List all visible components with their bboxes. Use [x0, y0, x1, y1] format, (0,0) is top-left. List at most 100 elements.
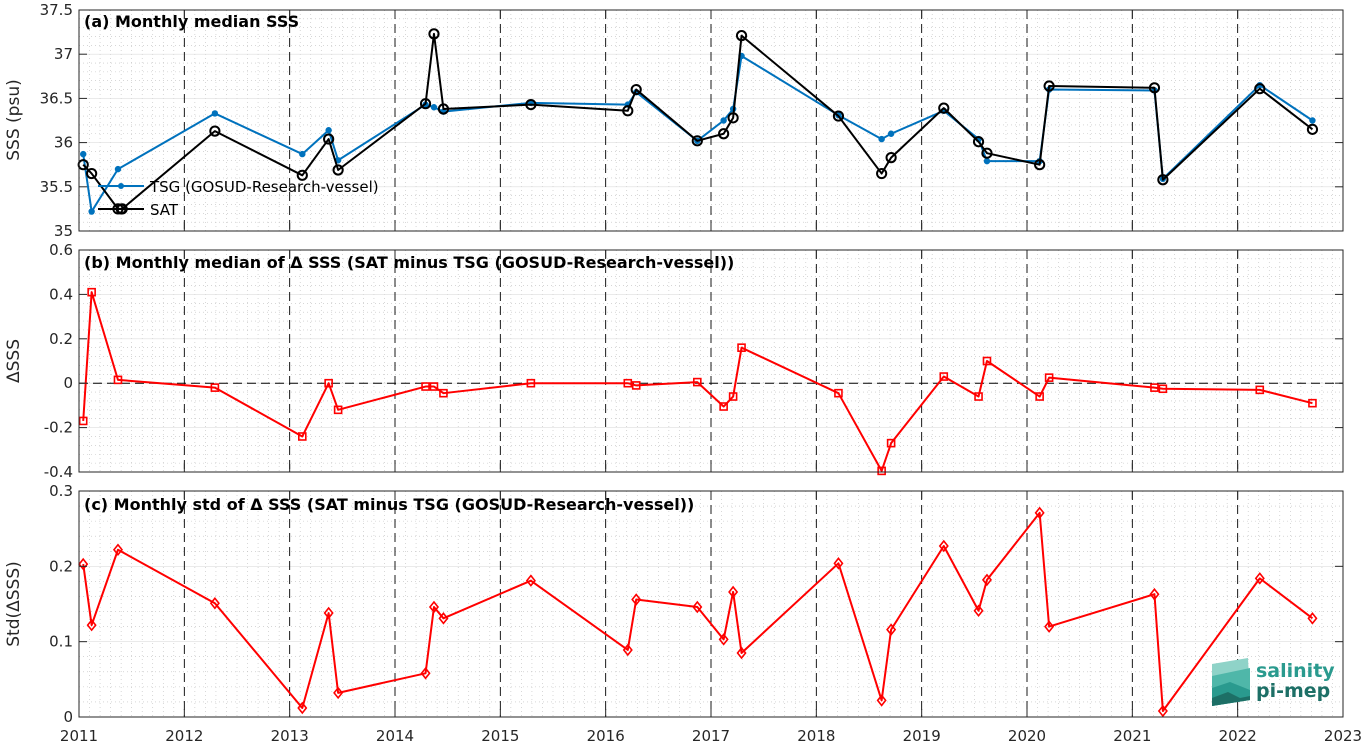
data-point-sat [972, 136, 985, 148]
data-point-std [112, 543, 123, 557]
data-point-sat [1148, 82, 1161, 94]
data-point-tsg [325, 127, 332, 134]
series-line-c0 [82, 511, 1314, 712]
panel-b-ylabel: ΔSSS [4, 339, 24, 383]
data-point-sat [209, 125, 221, 137]
data-point-std [1254, 572, 1265, 585]
data-point-delta [939, 372, 949, 381]
logo-text-pimep: pi-mep [1256, 680, 1330, 702]
y-tick-label-b: 0.4 [49, 285, 73, 303]
data-point-delta [974, 392, 983, 401]
data-point-sat [332, 164, 344, 176]
data-point-delta [1044, 373, 1054, 382]
data-point-tsg [1309, 117, 1316, 124]
x-tick-label: 2012 [165, 727, 203, 745]
data-point-delta [737, 343, 746, 352]
logo-text-salinity: salinity [1256, 660, 1335, 682]
panel-b: -0.4 -0.2 0 0.2 0.4 0.6 (b) Monthly median of… [4, 241, 1344, 481]
y-tick-label-b: 0.2 [49, 330, 73, 348]
data-point-delta [623, 378, 633, 388]
data-point-delta [333, 405, 343, 415]
data-point-sat [691, 135, 703, 147]
y-tick-label-c: 0.3 [49, 482, 73, 500]
data-point-delta [429, 382, 439, 391]
data-point-sat [1157, 174, 1169, 186]
legend-label-sat: SAT [150, 201, 179, 219]
data-point-tsg [878, 135, 885, 143]
data-point-std [718, 633, 729, 646]
x-tick-label: 2018 [797, 727, 835, 745]
data-point-std [876, 694, 887, 707]
panel-c-ylabel: Std(ΔSSS) [4, 561, 24, 647]
data-point-sat [727, 112, 739, 124]
data-point-sat [938, 102, 950, 114]
x-tick-label: 2016 [587, 727, 625, 745]
panel-a: 35 35.5 36 36.5 37 37.5 (a) Monthly median SS… [4, 1, 1344, 240]
data-point-tsg [80, 150, 87, 158]
y-tick-label-a: 35.5 [40, 178, 73, 196]
data-point-std [297, 701, 308, 715]
data-point-delta [1255, 385, 1265, 395]
panel-c-title: (c) Monthly std of Δ SSS (SAT minus TSG … [84, 495, 694, 514]
data-point-std [209, 596, 220, 610]
x-tick-label: 2021 [1113, 727, 1151, 745]
data-point-delta [719, 402, 728, 411]
y-tick-label-b: 0 [63, 374, 73, 392]
salinity-pi-mep-logo: salinity pi-mep [1212, 658, 1335, 706]
y-tick-label-c: 0.2 [49, 557, 73, 575]
data-point-sat [876, 167, 888, 180]
x-tick-label: 2011 [60, 727, 98, 745]
data-point-delta [834, 388, 843, 398]
data-point-delta [439, 388, 448, 398]
data-point-tsg [983, 157, 991, 165]
panel-a-title: (a) Monthly median SSS [84, 12, 299, 31]
data-point-std [86, 618, 97, 632]
data-point-std [323, 606, 334, 620]
data-point-sat [1034, 159, 1046, 171]
data-point-delta [1150, 383, 1159, 392]
data-point-sat [981, 147, 993, 159]
data-point-tsg [430, 104, 438, 111]
data-point-std [1044, 620, 1055, 633]
data-point-std [1034, 506, 1045, 520]
data-point-sat [832, 110, 845, 122]
data-point-std [938, 539, 949, 553]
data-point-std [736, 646, 747, 660]
data-point-sat [735, 30, 748, 42]
data-point-std [78, 557, 89, 571]
x-tick-label: 2019 [903, 727, 941, 745]
data-point-std [1307, 612, 1318, 625]
data-point-std [631, 593, 642, 606]
legend-marker-sat [115, 203, 127, 215]
y-tick-label-a: 35 [54, 222, 73, 240]
y-tick-label-a: 37.5 [40, 1, 73, 19]
data-point-delta [877, 466, 886, 476]
x-tick-labels: 2011 2012 2013 2014 2015 2016 2017 2018 2019 2020… [60, 727, 1362, 745]
x-tick-label: 2014 [376, 727, 414, 745]
legend-marker-tsg [118, 183, 124, 189]
data-point-std [333, 686, 344, 700]
data-point-sat [419, 98, 432, 110]
y-tick-label-c: 0 [63, 708, 73, 726]
panel-b-title: (b) Monthly median of Δ SSS (SAT minus T… [84, 253, 734, 272]
data-point-tsg [720, 117, 727, 124]
x-tick-label: 2022 [1219, 727, 1257, 745]
data-point-std [973, 604, 984, 618]
data-point-tsg [299, 150, 306, 158]
data-point-sat [437, 103, 450, 115]
data-point-delta [982, 356, 992, 366]
data-point-std [1149, 587, 1160, 601]
data-point-delta [210, 383, 220, 392]
data-point-sat [622, 105, 634, 117]
data-point-tsg [88, 208, 95, 215]
data-point-delta [526, 378, 536, 388]
panel-c: 0 0.1 0.2 0.3 (c) Monthly std of Δ SSS (SAT… [4, 482, 1344, 726]
x-tick-label: 2017 [692, 727, 730, 745]
data-point-delta [631, 381, 641, 390]
data-point-std [438, 612, 449, 625]
y-tick-label-b: -0.4 [44, 463, 73, 481]
x-tick-label: 2013 [271, 727, 309, 745]
data-point-tsg [211, 110, 219, 117]
data-point-sat [525, 98, 537, 111]
